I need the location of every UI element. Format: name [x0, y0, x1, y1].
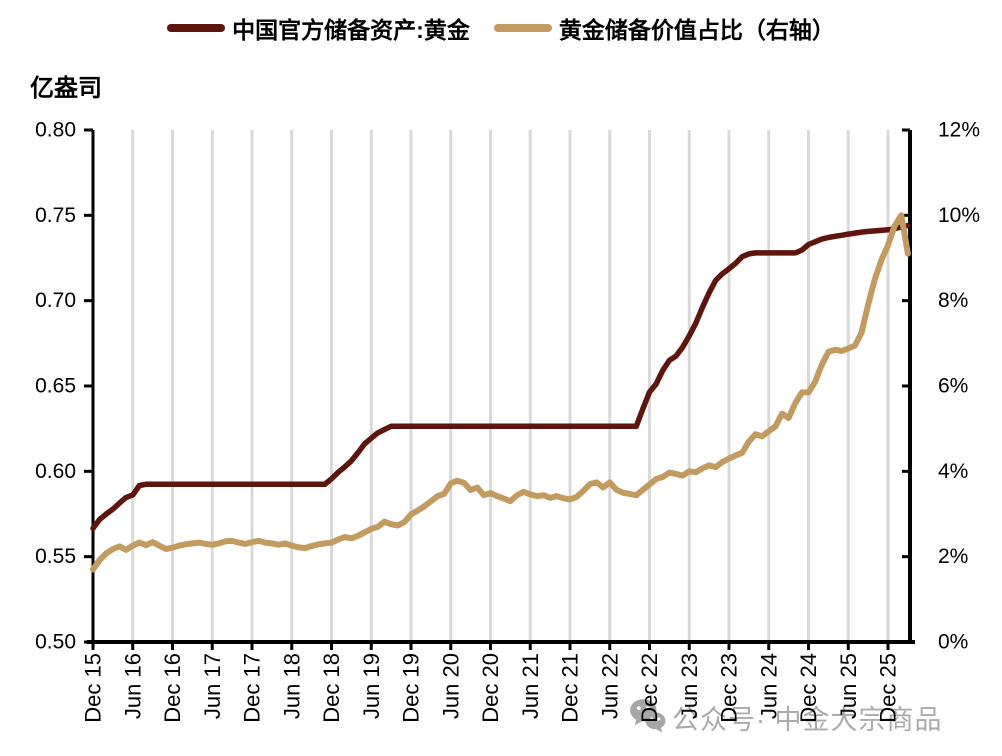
watermark: 公众号· 中金大宗商品 — [628, 696, 943, 739]
x-axis-tick-label: Jun 16 — [120, 653, 145, 719]
x-axis-tick-label: Dec 24 — [796, 653, 821, 723]
x-axis-tick-label: Dec 22 — [637, 653, 662, 723]
x-axis-tick-label: Dec 15 — [81, 653, 106, 723]
legend-item-gold-reserves: 中国官方储备资产:黄金 — [167, 11, 470, 45]
y-axis-left-tick-label: 0.75 — [35, 204, 76, 227]
x-axis-tick-label: Dec 21 — [558, 653, 583, 723]
legend-item-gold-share: 黄金储备价值占比（右轴） — [493, 11, 835, 45]
y-axis-left-tick-label: 0.80 — [35, 119, 76, 142]
left-axis-unit-label: 亿盎司 — [30, 75, 102, 102]
x-axis-tick-label: Dec 17 — [240, 653, 265, 723]
x-axis-tick-label: Jun 22 — [597, 653, 622, 719]
x-axis-tick-label: Dec 16 — [160, 653, 185, 723]
x-axis-tick-label: Jun 21 — [518, 653, 543, 719]
y-axis-right-tick-label: 4% — [938, 460, 968, 483]
y-axis-right-tick-label: 0% — [938, 631, 968, 654]
y-axis-right-tick-label: 2% — [938, 545, 968, 568]
y-axis-left-tick-label: 0.60 — [35, 460, 76, 483]
y-axis-right-tick-label: 12% — [938, 119, 980, 142]
x-axis-tick-label: Jun 18 — [279, 653, 304, 719]
x-axis-tick-label: Jun 24 — [756, 653, 781, 719]
x-axis-tick-label: Jun 19 — [359, 653, 384, 719]
series-line-gold-share — [90, 212, 911, 573]
x-axis-tick-label: Jun 23 — [677, 653, 702, 719]
x-axis-tick-label: Dec 23 — [717, 653, 742, 723]
x-axis-tick-label: Dec 20 — [478, 653, 503, 723]
chart-legend: 中国官方储备资产:黄金 黄金储备价值占比（右轴） — [0, 11, 1002, 45]
y-axis-left-tick-label: 0.55 — [35, 545, 76, 568]
x-axis-tick-label: Jun 17 — [200, 653, 225, 719]
x-axis-tick-label: Dec 18 — [319, 653, 344, 723]
series-swatch-gold-share — [493, 24, 552, 32]
x-axis-tick-label: Dec 19 — [399, 653, 424, 723]
wechat-icon — [628, 696, 666, 739]
x-axis-tick-label: Dec 25 — [876, 653, 901, 723]
y-axis-left-tick-label: 0.70 — [35, 289, 76, 312]
y-axis-right-tick-label: 10% — [938, 204, 980, 227]
watermark-text: 公众号· 中金大宗商品 — [672, 705, 943, 735]
legend-label-gold-share: 黄金储备价值占比（右轴） — [558, 17, 835, 43]
y-axis-left-tick-label: 0.50 — [35, 631, 76, 654]
x-axis-tick-label: Jun 20 — [438, 653, 463, 719]
series-swatch-gold-reserves — [167, 24, 226, 32]
y-axis-left-tick-label: 0.65 — [35, 375, 76, 398]
series-line-gold-reserves — [90, 222, 911, 532]
legend-label-gold-reserves: 中国官方储备资产:黄金 — [232, 17, 470, 43]
y-axis-right-tick-label: 6% — [938, 375, 968, 398]
x-axis-tick-label: Jun 25 — [836, 653, 861, 719]
y-axis-right-tick-label: 8% — [938, 289, 968, 312]
